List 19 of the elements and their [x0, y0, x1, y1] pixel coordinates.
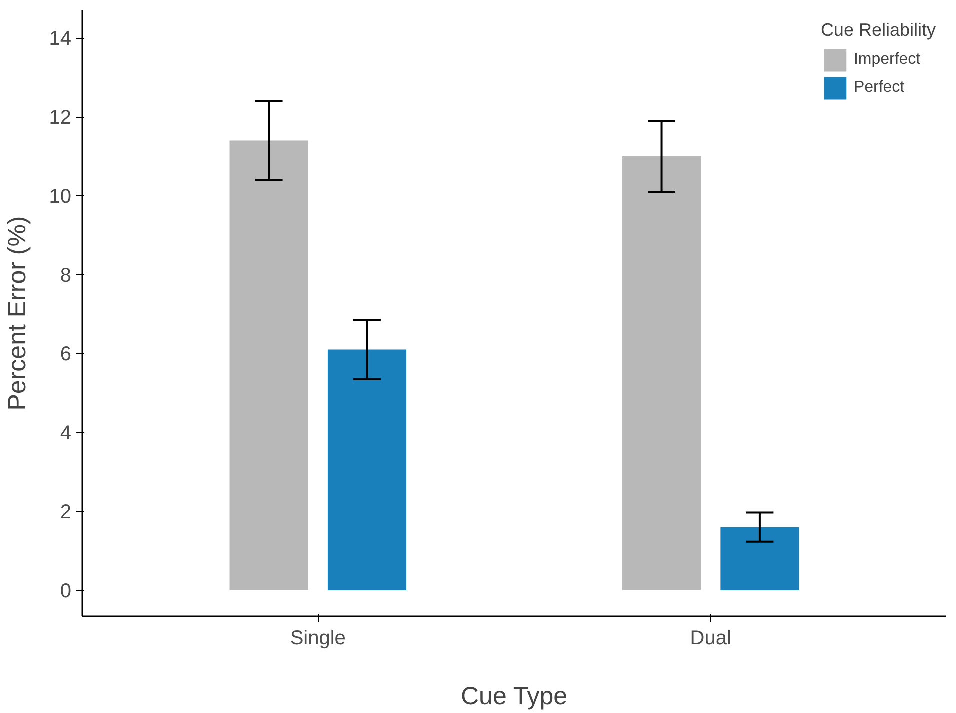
legend-title: Cue Reliability [820, 20, 936, 41]
x-tick-label: Single [290, 628, 346, 650]
y-tick-label: 0 [60, 580, 72, 602]
bar [230, 140, 308, 590]
y-tick-label: 4 [60, 422, 72, 445]
y-tick-label: 6 [60, 344, 72, 366]
bar [720, 527, 800, 590]
y-axis-title: Percent Error (%) [3, 216, 32, 411]
x-axis-title: Cue Type [460, 682, 568, 710]
y-tick-label: 8 [60, 264, 72, 287]
x-tick-label: Dual [690, 628, 732, 650]
legend-label: Imperfect [854, 51, 921, 69]
y-tick-label: 10 [49, 186, 72, 208]
y-tick-label: 14 [49, 28, 72, 50]
y-tick-label: 12 [49, 107, 72, 130]
y-tick-label: 2 [60, 502, 72, 524]
bar [622, 156, 702, 590]
bar [328, 350, 406, 590]
legend-label: Perfect [854, 79, 905, 97]
